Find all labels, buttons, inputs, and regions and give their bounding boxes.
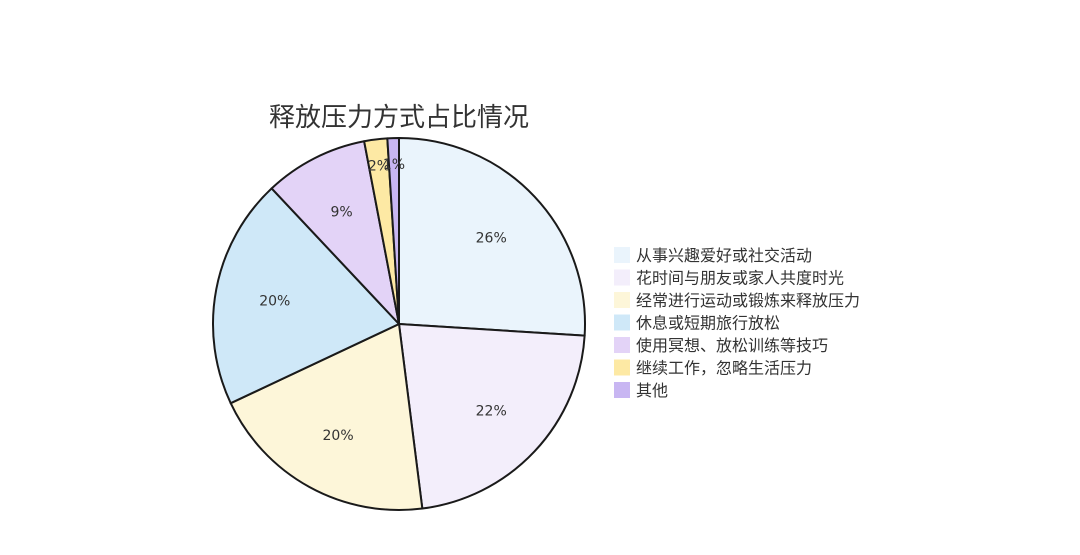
legend-label: 继续工作，忽略生活压力 [636,359,812,378]
legend-swatch [614,269,630,286]
slice-percent-label: 22% [476,404,507,420]
slice-percent-label: 20% [323,428,354,444]
pie-slices [212,137,586,511]
legend-swatch [614,247,630,263]
slice-percent-label: 20% [259,293,290,309]
pie-slice [270,140,400,325]
slice-percent-label: 1% [383,157,405,173]
legend-swatch [614,292,630,308]
pie-slice [212,187,400,405]
percent-labels: 26% 22% 20% 20% 9% 2%1% [259,157,507,444]
legend-label: 从事兴趣爱好或社交活动 [636,246,812,265]
legend-label: 休息或短期旅行放松 [636,314,780,333]
slice-percent-label: 9% [330,204,352,220]
legend-swatch [614,359,630,376]
legend: 从事兴趣爱好或社交活动花时间与朋友或家人共度时光经常进行运动或锻炼来释放压力休息… [614,246,860,400]
legend-label: 花时间与朋友或家人共度时光 [636,269,844,288]
legend-label: 使用冥想、放松训练等技巧 [636,336,828,355]
pie-slice [398,323,586,510]
chart-title: 释放压力方式占比情况 [269,103,529,133]
legend-swatch [614,337,630,353]
pie-slice [229,323,424,511]
legend-label: 其他 [636,381,668,400]
slice-percent-label: 2% [368,158,390,174]
legend-swatch [614,314,630,331]
pie-slice [398,137,586,337]
legend-label: 经常进行运动或锻炼来释放压力 [636,291,860,310]
legend-swatch [614,382,630,398]
pie-slice [386,137,400,325]
slice-percent-label: 26% [476,230,507,246]
